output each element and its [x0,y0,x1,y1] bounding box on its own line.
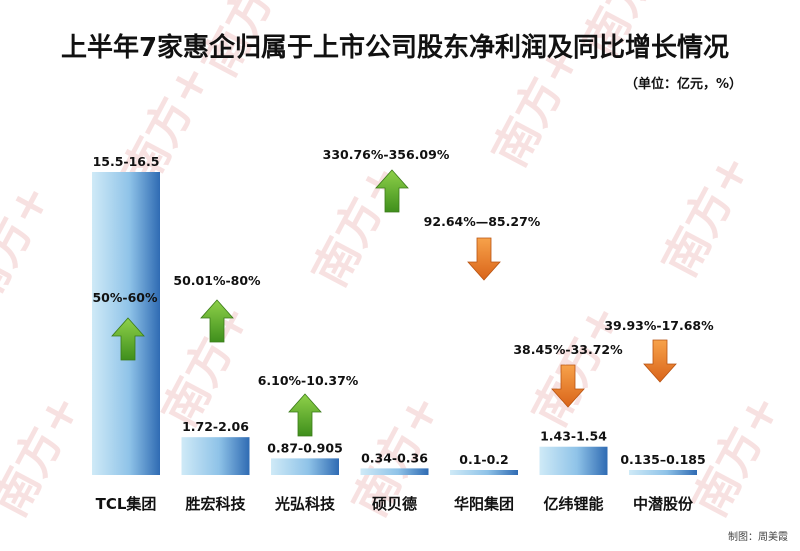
growth-arrow-up [375,169,409,213]
growth-label: 50%-60% [92,290,158,305]
bar-value-label: 0.87-0.905 [267,440,343,455]
watermark-logo: 南方+ [652,145,761,286]
bar-value-label: 0.34-0.36 [361,450,428,465]
category-label: TCL集团 [96,495,157,513]
bar-5 [450,470,518,475]
category-label: 光弘科技 [274,495,336,513]
bar-value-label: 1.72-2.06 [182,419,249,434]
unit-note: （单位：亿元，%） [625,76,742,92]
bar-value-label: 15.5-16.5 [93,154,160,169]
category-label: 华阳集团 [454,495,514,513]
bar-2 [181,437,250,475]
growth-label: 330.76%-356.09% [323,147,450,162]
bar-3 [271,458,339,475]
growth-label: 6.10%-10.37% [258,373,359,388]
bar-value-label: 0.1-0.2 [459,452,508,467]
growth-label: 92.64%—85.27% [424,214,541,229]
growth-label: 50.01%-80% [173,273,261,288]
bar-value-label: 1.43-1.54 [540,429,607,444]
arrows-group: 50%-60% 50.01%-80% 6.10%-10.37% 330.76%-356… [92,147,714,437]
bar-7 [629,470,697,475]
bar-4 [360,468,429,475]
growth-arrow-up [200,299,234,343]
category-label: 亿纬锂能 [543,495,603,513]
bar-value-label: 0.135–0.185 [620,452,705,467]
category-label: 中潜股份 [633,495,694,513]
growth-arrow-down [643,339,677,383]
category-label: 硕贝德 [372,495,417,513]
growth-label: 38.45%-33.72% [513,342,623,357]
bar-6 [539,446,608,475]
chart-credit: 制图：周美霞 [728,530,788,543]
growth-arrow-down [551,364,585,408]
watermark-logo: 南方+ [0,385,91,526]
bars-group: 15.5-16.5 TCL集团 1.72-2.06 胜宏科技 0.87-0.905 光弘科… [92,154,706,513]
watermark-logo: 南方+ [0,175,61,316]
growth-arrow-down [467,237,501,281]
watermark-logo: 南方+ [522,295,631,436]
growth-label: 39.93%-17.68% [604,318,714,333]
growth-arrow-up [288,393,322,437]
chart-title: 上半年7家惠企归属于上市公司股东净利润及同比增长情况 [61,32,729,63]
category-label: 胜宏科技 [185,495,246,513]
growth-arrow-up [111,317,145,361]
